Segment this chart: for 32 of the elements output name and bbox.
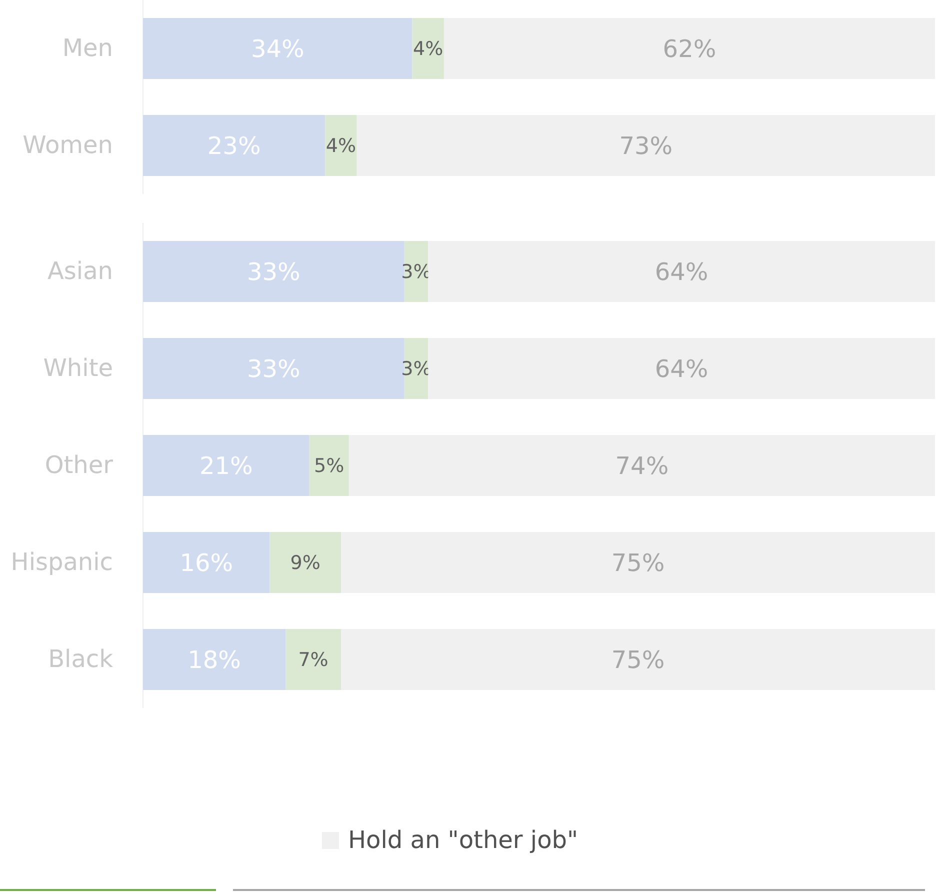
bar	[412, 18, 444, 79]
bar	[143, 241, 404, 302]
bar	[286, 629, 341, 690]
data-label: 75%	[611, 548, 665, 577]
data-label: 75%	[611, 646, 665, 674]
bar	[356, 115, 935, 176]
bar	[341, 532, 935, 593]
data-label: 62%	[662, 34, 716, 63]
data-label: 4%	[413, 38, 444, 60]
bar	[428, 338, 935, 399]
data-label: 7%	[298, 649, 328, 672]
data-label: 73%	[619, 132, 673, 160]
bar	[143, 18, 412, 79]
bar	[143, 435, 310, 496]
legend-label: Hold an "other job"	[348, 826, 578, 854]
bar	[143, 629, 286, 690]
data-label: 64%	[654, 354, 708, 383]
bar	[428, 241, 935, 302]
data-label: 4%	[326, 135, 356, 158]
data-label: 9%	[290, 552, 320, 574]
bar	[341, 629, 935, 690]
bar	[270, 532, 341, 593]
data-label: 5%	[314, 455, 344, 478]
data-label: 74%	[615, 452, 669, 480]
bar	[143, 115, 326, 176]
bar	[143, 338, 404, 399]
bar	[348, 435, 935, 496]
bar	[309, 435, 349, 496]
bar	[143, 532, 270, 593]
bar	[444, 18, 935, 79]
data-label: 64%	[654, 258, 708, 286]
bar	[325, 115, 357, 176]
